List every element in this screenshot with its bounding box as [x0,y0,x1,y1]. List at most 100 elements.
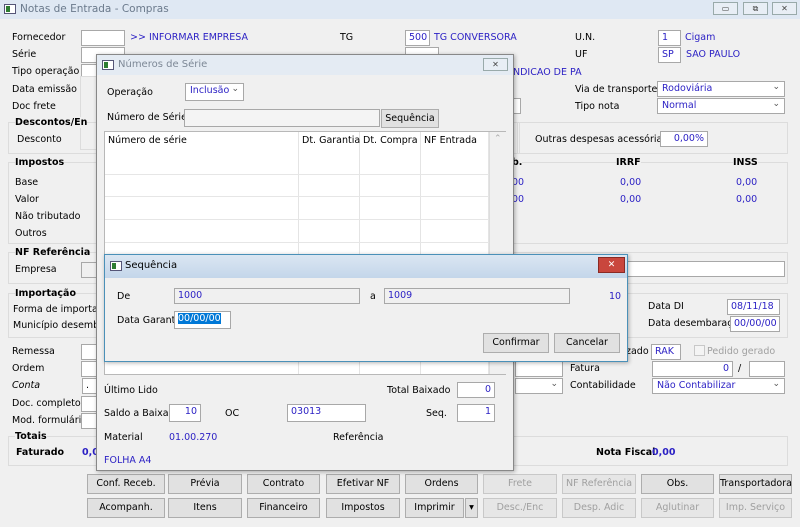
a-label: a [370,291,376,302]
sequencia-dialog: Sequência ✕ De 1000 a 1009 10 Data Garan… [104,254,628,362]
action-button[interactable]: Conf. Receb. [87,474,165,494]
doc-completo-label: Doc. completo [12,398,81,409]
saldo-input[interactable]: 10 [169,404,201,422]
imprimir-dropdown[interactable]: ▾ [465,498,478,518]
despesas-group [517,122,788,154]
material-description: FOLHA A4 [104,455,152,466]
confirmar-button[interactable]: Confirmar [483,333,549,353]
ultimo-lido-label: Último Lido [104,385,158,396]
action-button[interactable]: Financeiro [247,498,320,518]
app-icon [110,261,122,271]
fatura-input[interactable]: 0 [652,361,733,377]
condicao-text: NDICAO DE PA [513,67,582,78]
seq-input[interactable]: 1 [457,404,495,422]
via-transporte-select[interactable]: Rodoviária ⌄ [657,81,785,97]
action-button[interactable]: Impostos [326,498,400,518]
tipo-operacao-label: Tipo operação [12,66,80,77]
partial-select[interactable]: ⌄ [515,378,563,394]
material-value: 01.00.270 [169,432,218,443]
chevron-down-icon: ⌄ [772,379,780,389]
tax-valor-irrf: 0,00 [620,194,642,205]
nf-referencia-input[interactable] [627,261,785,277]
action-button[interactable]: Imp. Serviço [719,498,792,518]
grid-column-header[interactable]: Número de série [105,132,299,374]
data-garantia-value: 00/00/00 [178,313,221,324]
app-icon [4,4,16,14]
data-emissao-label: Data emissão [12,84,77,95]
data-garantia-label: Data Garantia [117,315,184,326]
cancelar-button[interactable]: Cancelar [554,333,620,353]
outras-despesas-input[interactable]: 0,00% [660,131,708,147]
action-button[interactable]: Imprimir [405,498,464,518]
pedido-gerado-checkbox[interactable] [694,345,705,356]
tax-base-irrf: 0,00 [620,177,642,188]
un-input[interactable]: 1 [658,30,681,46]
faturado-label: Faturado [16,447,65,458]
data-desembaraco-input[interactable]: 00/00/00 [730,316,780,332]
de-input[interactable]: 1000 [174,288,360,304]
action-button[interactable]: Acompanh. [87,498,165,518]
nota-fiscal-label: Nota Fiscal [596,447,656,458]
rak-input[interactable]: RAK [651,344,681,360]
pedido-gerado-label: Pedido gerado [707,346,776,357]
numero-serie-label: Número de Série [107,112,187,123]
close-button[interactable]: ✕ [483,58,508,71]
action-button[interactable]: Efetivar NF [326,474,400,494]
action-button[interactable]: NF Referência [562,474,636,494]
close-button[interactable]: ✕ [772,2,797,15]
sequencia-button[interactable]: Sequência [381,109,439,128]
remessa-label: Remessa [12,346,55,357]
action-button[interactable]: Obs. [641,474,714,494]
de-label: De [117,291,131,302]
action-button[interactable]: Aglutinar [641,498,714,518]
grid-column-header[interactable]: Dt. Garantia [299,132,360,374]
action-button[interactable]: Desp. Adic [562,498,636,518]
grid-row-divider [105,196,489,197]
uf-input[interactable]: SP [658,47,681,63]
action-button[interactable]: Itens [168,498,242,518]
a-input[interactable]: 1009 [384,288,570,304]
oc-label: OC [225,408,240,419]
action-button[interactable]: Transportadora [719,474,792,494]
minimize-button[interactable]: ▭ [713,2,738,15]
close-button[interactable]: ✕ [598,257,625,273]
contabilidade-select[interactable]: Não Contabilizar ⌄ [652,378,785,394]
tg-name: TG CONVERSORA [434,32,517,43]
data-garantia-input[interactable]: 00/00/00 [174,311,231,329]
action-button[interactable]: Desc./Enc [483,498,557,518]
restore-button[interactable]: ⧉ [743,2,768,15]
action-button[interactable]: Frete [483,474,557,494]
tax-valor-value: 00 [512,194,525,205]
un-name: Cigam [685,32,716,43]
fatura-serie-input[interactable] [749,361,785,377]
data-di-input[interactable]: 08/11/18 [727,299,780,315]
tg-input[interactable]: 500 [405,30,430,46]
seq-dialog-titlebar: Sequência ✕ [105,255,627,278]
fornecedor-input[interactable] [81,30,125,46]
grid-row-divider [105,242,489,243]
grid-column-header[interactable]: Dt. Compra [360,132,421,374]
grid-row-divider [105,174,489,175]
action-button[interactable]: Contrato [247,474,320,494]
total-baixado-input[interactable]: 0 [457,382,495,398]
operacao-select[interactable]: Inclusão ⌄ [185,83,244,101]
oc-input[interactable]: 03013 [287,404,366,422]
numero-serie-input[interactable] [184,109,380,127]
title-bar: Notas de Entrada - Compras ▭ ⧉ ✕ [0,0,800,19]
descontos-title: Descontos/En [15,117,88,128]
scroll-up-icon[interactable]: ⌃ [494,134,502,144]
fornecedor-link[interactable]: >> INFORMAR EMPRESA [130,32,248,43]
action-button[interactable]: Ordens [405,474,478,494]
grid-column-header[interactable]: NF Entrada [421,132,489,374]
tipo-nota-select[interactable]: Normal ⌄ [657,98,785,114]
window-title: Notas de Entrada - Compras [20,3,169,15]
forma-importacao-label: Forma de importação [13,304,115,315]
contabilidade-label: Contabilidade [570,380,636,391]
tax-col-partial: b. [512,157,523,168]
partial-input[interactable] [513,98,521,114]
partial-input-2[interactable] [515,361,563,377]
action-button[interactable]: Prévia [168,474,242,494]
referencia-label: Referência [333,432,384,443]
outras-despesas-label: Outras despesas acessórias [535,134,668,145]
grid-row-divider [105,219,489,220]
